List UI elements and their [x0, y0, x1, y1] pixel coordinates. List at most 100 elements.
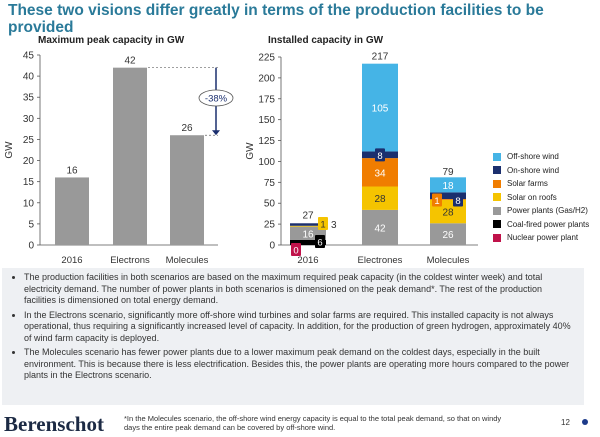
y-tick-label: 10 — [23, 198, 35, 209]
bar-segment — [430, 199, 466, 200]
legend-label: Off-shore wind — [507, 152, 559, 162]
legend-swatch — [493, 152, 501, 161]
y-tick-label: 0 — [28, 241, 34, 252]
legend-item: Solar farms — [493, 177, 589, 191]
bar-segment — [362, 209, 398, 245]
y-tick-label: 0 — [269, 241, 275, 252]
label-solar-farms-3: 1 — [434, 196, 439, 207]
y-tick-label: 45 — [23, 51, 35, 62]
y-tick-label: 225 — [258, 53, 275, 64]
y-tick-label: 30 — [23, 114, 35, 125]
text-box: The production facilities in both scenar… — [2, 268, 584, 405]
segment-label: 34 — [374, 168, 386, 179]
segment-label: 26 — [442, 230, 454, 241]
y-tick-label: 35 — [23, 93, 35, 104]
bullet-1: The production facilities in both scenar… — [24, 272, 574, 307]
legend-swatch — [493, 166, 501, 175]
chart-title-installed: Installed capacity in GW — [268, 35, 384, 46]
total-label: 27 — [302, 210, 314, 221]
x-tick-label: 2016 — [297, 255, 318, 266]
label-nuclear-box — [291, 243, 301, 256]
legend-label: Nuclear power plant — [507, 233, 579, 243]
y-axis-label: GW — [245, 142, 256, 160]
bar-segment — [290, 239, 326, 245]
bar-segment — [362, 186, 398, 210]
legend-label: Solar on roofs — [507, 192, 557, 202]
arrow-head-icon — [212, 130, 220, 136]
segment-label: 16 — [302, 229, 314, 240]
label-nuclear: 0 — [293, 246, 298, 257]
page-number: 12 — [561, 418, 570, 427]
y-tick-label: 150 — [258, 115, 275, 126]
annotation-bubble — [198, 89, 234, 107]
bar — [170, 135, 204, 245]
label-onshore: 3 — [331, 220, 337, 231]
total-label: 79 — [442, 167, 454, 178]
bar-segment — [430, 192, 466, 200]
y-tick-label: 5 — [28, 219, 34, 230]
x-tick-label: Molecules — [427, 255, 470, 266]
bullet-3: The Molecules scenario has fewer power p… — [24, 347, 574, 382]
logo: Berenschot — [4, 412, 104, 436]
label-solar-roofs-box — [318, 217, 328, 230]
segment-label: 28 — [374, 194, 386, 205]
bar — [113, 67, 147, 246]
page-title: These two visions differ greatly in term… — [8, 2, 544, 36]
y-tick-label: 50 — [264, 199, 276, 210]
label-solar-roofs: 1 — [320, 220, 325, 231]
legend-item: Power plants (Gas/H2) — [493, 204, 589, 218]
legend-swatch — [493, 179, 501, 188]
bar-segment — [290, 223, 326, 226]
label-onshore-3: 8 — [455, 196, 460, 207]
x-tick-label: Electrones — [358, 255, 403, 266]
label-coal-box — [315, 235, 325, 248]
x-tick-label: Electrons — [110, 255, 150, 266]
data-label: 16 — [66, 165, 78, 176]
x-tick-label: 2016 — [61, 255, 82, 266]
legend-item: Coal-fired power plants — [493, 218, 589, 232]
bar-segment — [362, 158, 398, 187]
y-axis-label: GW — [4, 141, 15, 159]
y-tick-label: 40 — [23, 72, 35, 83]
legend-item: Solar on roofs — [493, 191, 589, 205]
legend-label: On-shore wind — [507, 165, 560, 175]
label-onshore-2: 8 — [377, 151, 382, 162]
y-tick-label: 15 — [23, 177, 35, 188]
legend-item: Nuclear power plant — [493, 231, 589, 245]
y-tick-label: 100 — [258, 157, 275, 168]
legend-label: Solar farms — [507, 179, 548, 189]
label-solar-farms-3-box — [432, 193, 442, 207]
label-coal: 6 — [317, 238, 322, 249]
bar-segment — [430, 177, 466, 193]
data-label: 26 — [181, 123, 193, 134]
segment-label: 28 — [442, 208, 454, 219]
data-label: 42 — [124, 56, 136, 67]
legend-swatch — [493, 193, 501, 202]
y-tick-label: 175 — [258, 94, 275, 105]
legend: Off-shore wind On-shore wind Solar farms So… — [493, 150, 589, 245]
legend-item: Off-shore wind — [493, 150, 589, 164]
y-tick-label: 25 — [264, 220, 276, 231]
x-tick-label: Molecules — [166, 255, 209, 266]
y-tick-label: 20 — [23, 156, 35, 167]
legend-swatch — [493, 220, 501, 229]
legend-label: Power plants (Gas/H2) — [507, 206, 588, 216]
total-label: 217 — [372, 52, 389, 63]
bar-segment — [362, 63, 398, 152]
y-tick-label: 125 — [258, 136, 275, 147]
annotation-label: -38% — [205, 94, 228, 105]
segment-label: 105 — [372, 104, 389, 115]
dot-icon — [582, 419, 588, 425]
legend-label: Coal-fired power plants — [507, 219, 590, 229]
bar-segment — [290, 225, 326, 227]
y-tick-label: 25 — [23, 135, 35, 146]
y-tick-label: 200 — [258, 73, 275, 84]
label-onshore-3-box — [453, 193, 463, 207]
legend-item: On-shore wind — [493, 164, 589, 178]
y-tick-label: 75 — [264, 178, 276, 189]
bar — [55, 177, 89, 245]
legend-swatch — [493, 206, 501, 215]
chart-title-peak: Maximum peak capacity in GW — [38, 35, 185, 46]
footnote: *In the Molecules scenario, the off-shor… — [124, 414, 502, 432]
